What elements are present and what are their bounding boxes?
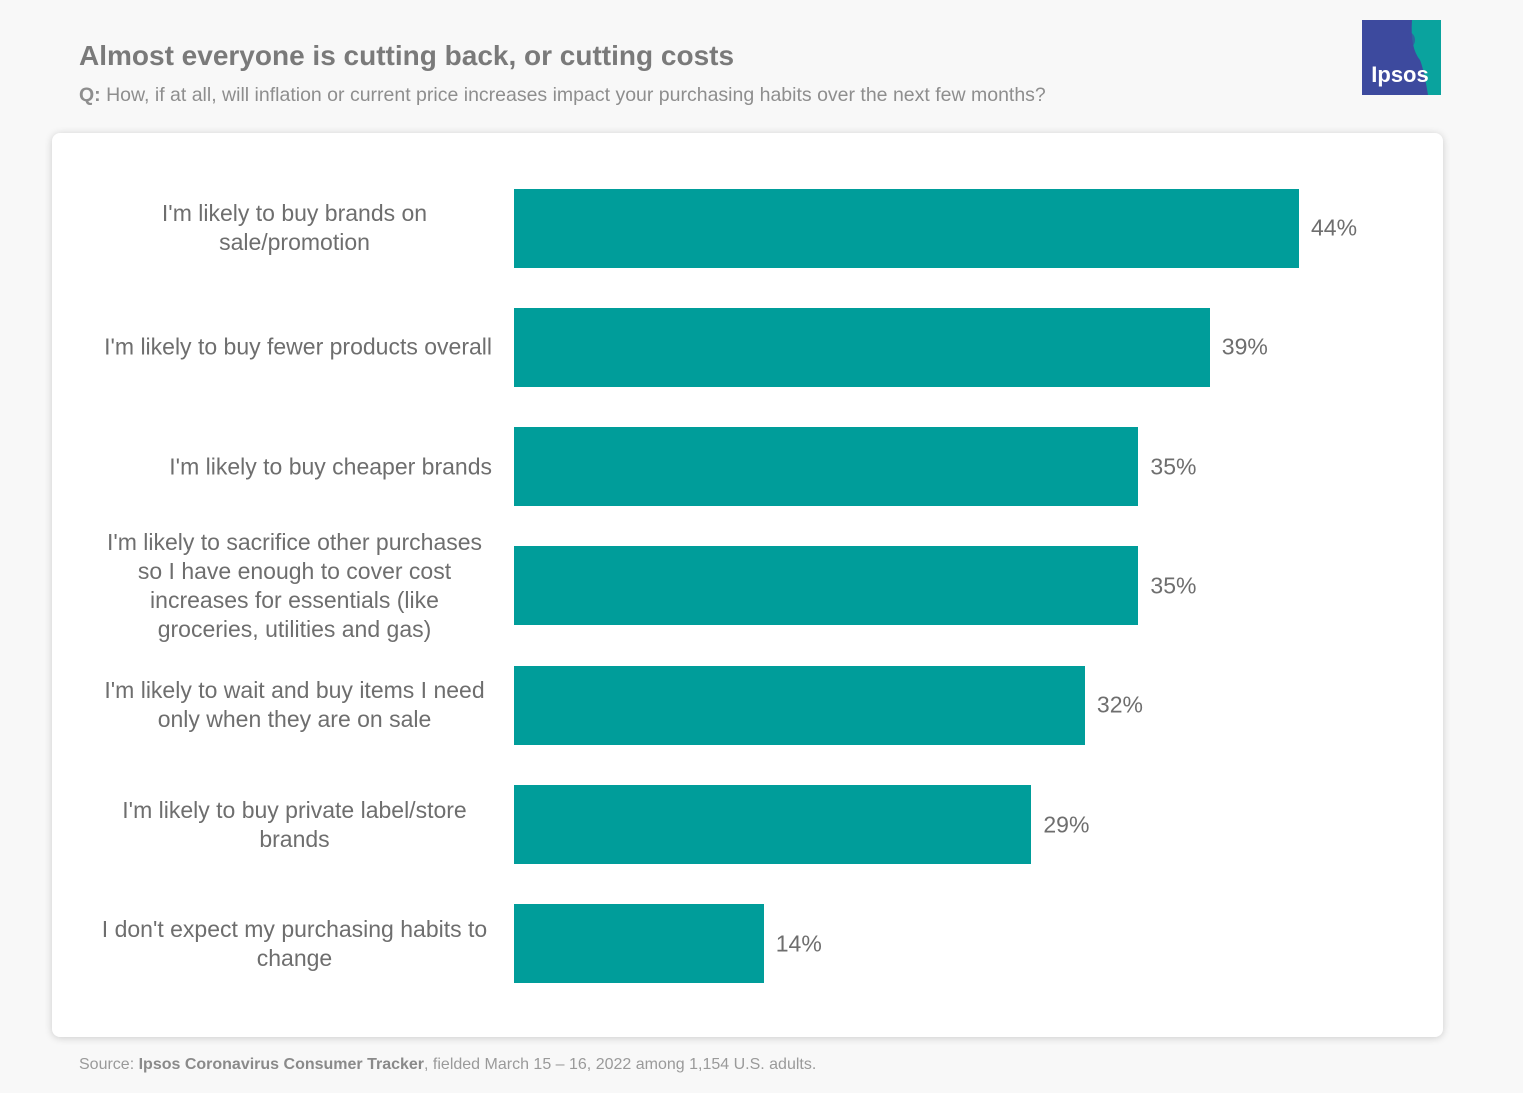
category-label: I don't expect my purchasing habits to c… [101,915,488,971]
value-label: 32% [1096,691,1143,718]
bar [514,904,764,984]
category-label: I'm likely to buy fewer products overall [104,333,492,360]
category-label: I'm likely to wait and buy items I need … [104,677,485,733]
subtitle-text: How, if at all, will inflation or curren… [106,84,1046,106]
logo: Ipsos [1362,20,1441,95]
chart-title: Almost everyone is cutting back, or cutt… [79,40,735,71]
source-name: Ipsos Coronavirus Consumer Tracker [138,1056,425,1073]
source-rest: , fielded March 15 – 16, 2022 among 1,15… [424,1056,817,1073]
value-label: 35% [1150,572,1197,599]
category-label: I'm likely to buy brands on sale/promoti… [161,200,428,255]
bar [514,785,1032,864]
source-note: Source: Ipsos Coronavirus Consumer Track… [79,1056,816,1074]
chart-subtitle: Q: How, if at all, will inflation or cur… [79,84,1046,107]
bar [514,427,1139,507]
bar [514,665,1085,745]
logo-text: Ipsos [1371,62,1428,87]
bar [514,546,1139,626]
value-label: 29% [1043,811,1090,837]
value-label: 44% [1311,214,1358,241]
category-label: I'm likely to buy private label/store br… [122,796,467,852]
subtitle-prefix: Q: [79,84,101,106]
value-label: 14% [775,930,822,957]
logo-shape [1411,20,1441,95]
value-label: 39% [1221,333,1268,360]
category-label: I'm likely to buy cheaper brands [169,453,492,480]
value-label: 35% [1150,453,1197,480]
bar [514,188,1299,268]
source-prefix: Source: [79,1056,135,1073]
bar [514,307,1210,387]
logo-head [1397,31,1415,49]
category-label: I'm likely to sacrifice other purchases … [106,528,483,642]
